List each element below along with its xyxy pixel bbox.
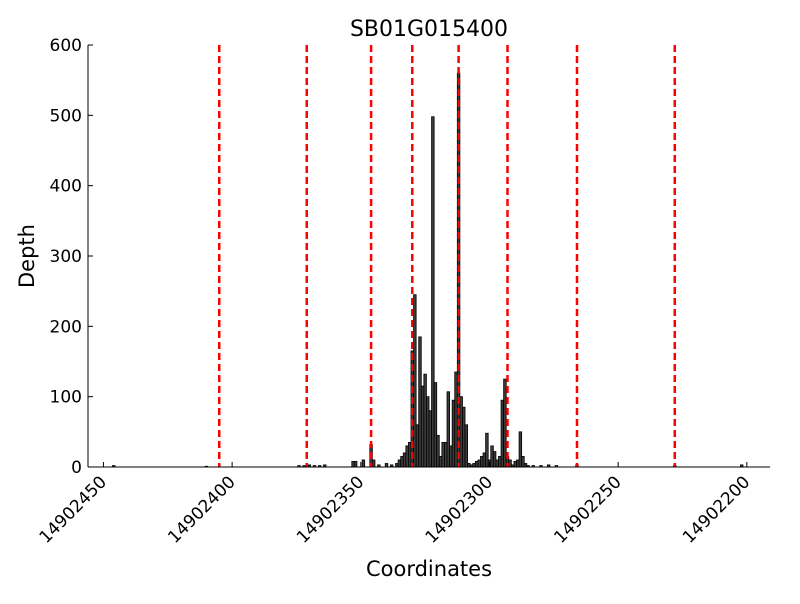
- bar: [353, 460, 358, 468]
- plot-area: 0 100 200 300 400 500 600 14902450 14902400 14902…: [36, 36, 770, 548]
- x-tick-label: 14902250: [550, 472, 625, 547]
- y-tick-label: 300: [50, 247, 82, 267]
- y-tick-label: 200: [50, 317, 82, 337]
- x-tick-label: 14902450: [36, 472, 111, 547]
- y-tick-label: 500: [50, 106, 82, 126]
- y-tick-label: 600: [50, 36, 82, 56]
- x-axis-label: Coordinates: [366, 557, 492, 581]
- x-tick-label: 14902350: [293, 472, 368, 547]
- bar: [503, 378, 507, 468]
- x-tick-label: 14902300: [422, 472, 497, 547]
- bar: [464, 424, 469, 468]
- chart-title: SB01G015400: [350, 17, 508, 42]
- y-tick-label: 400: [50, 177, 82, 197]
- x-tick-label: 14902400: [164, 472, 239, 547]
- x-tick-label: 14902200: [679, 472, 754, 547]
- y-axis-label: Depth: [15, 224, 39, 288]
- y-tick-label: 0: [71, 458, 82, 478]
- bar: [384, 463, 389, 468]
- y-tick-label: 100: [50, 388, 82, 408]
- bar: [361, 459, 366, 468]
- bar: [371, 459, 376, 468]
